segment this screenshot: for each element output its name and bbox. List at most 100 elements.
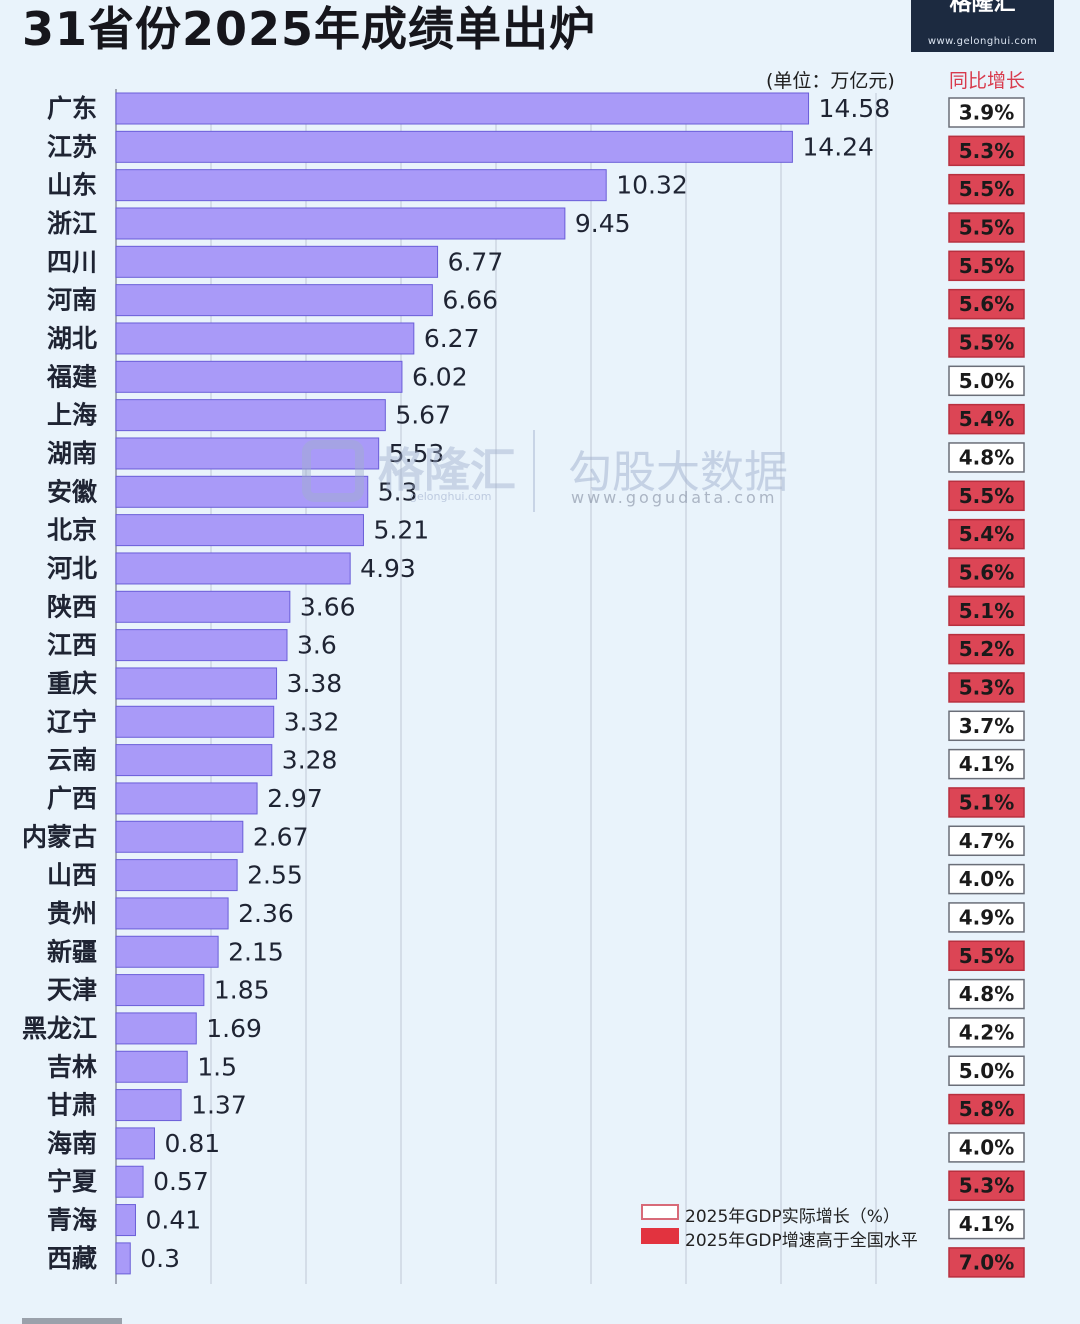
growth-badge bbox=[948, 595, 1025, 627]
bar bbox=[115, 590, 291, 623]
value-label: 3.38 bbox=[287, 669, 343, 698]
growth-label: 5.1% bbox=[959, 599, 1014, 623]
bar bbox=[115, 514, 364, 547]
value-label: 6.66 bbox=[442, 286, 498, 315]
growth-label: 5.4% bbox=[959, 407, 1014, 431]
value-label: 5.67 bbox=[395, 401, 451, 430]
category-label: 黑龙江 bbox=[22, 1014, 97, 1043]
value-label: 6.02 bbox=[412, 362, 468, 391]
growth-label: 5.1% bbox=[959, 790, 1014, 814]
growth-badge bbox=[948, 480, 1025, 512]
bar bbox=[115, 1050, 188, 1083]
legend-normal-swatch bbox=[641, 1204, 679, 1220]
value-label: 1.5 bbox=[197, 1052, 237, 1081]
value-label: 1.69 bbox=[206, 1014, 262, 1043]
growth-label: 5.5% bbox=[959, 484, 1014, 508]
growth-label: 4.8% bbox=[959, 445, 1014, 469]
logo-url: www.gelonghui.com bbox=[927, 36, 1038, 47]
value-label: 14.24 bbox=[802, 132, 874, 161]
category-label: 河北 bbox=[47, 554, 97, 583]
value-label: 5.3 bbox=[378, 477, 418, 506]
bar bbox=[115, 705, 275, 738]
growth-label: 4.0% bbox=[959, 1135, 1014, 1159]
value-label: 1.37 bbox=[191, 1091, 247, 1120]
bar bbox=[115, 629, 288, 662]
bar bbox=[115, 897, 229, 930]
watermark-gogu-url: www.gogudata.com bbox=[571, 488, 778, 507]
value-label: 4.93 bbox=[360, 554, 416, 583]
value-label: 0.41 bbox=[145, 1206, 201, 1235]
value-label: 5.53 bbox=[389, 439, 445, 468]
bar bbox=[115, 169, 607, 202]
growth-label: 4.2% bbox=[959, 1020, 1014, 1044]
category-label: 浙江 bbox=[47, 209, 97, 238]
category-label: 天津 bbox=[47, 976, 97, 1005]
category-label: 辽宁 bbox=[47, 707, 97, 736]
growth-label: 5.0% bbox=[959, 369, 1014, 393]
category-label: 陕西 bbox=[47, 592, 97, 621]
value-label: 2.67 bbox=[253, 822, 309, 851]
bar bbox=[115, 552, 351, 585]
growth-label: 5.6% bbox=[959, 292, 1014, 316]
chart-title: 31省份2025年成绩单出炉 bbox=[22, 2, 597, 56]
bar bbox=[115, 245, 439, 278]
value-label: 3.66 bbox=[300, 592, 356, 621]
legend-above-label: 2025年GDP增速高于全国水平 bbox=[685, 1231, 918, 1251]
value-label: 3.6 bbox=[297, 631, 337, 660]
value-label: 6.77 bbox=[448, 247, 504, 276]
category-label: 广西 bbox=[47, 784, 97, 813]
bar bbox=[115, 1012, 197, 1045]
value-label: 2.55 bbox=[247, 861, 303, 890]
category-label: 山东 bbox=[47, 171, 97, 200]
bar bbox=[115, 92, 810, 125]
value-label: 10.32 bbox=[616, 171, 688, 200]
bar bbox=[115, 399, 386, 432]
bar bbox=[115, 667, 278, 700]
bar bbox=[115, 744, 273, 777]
category-label: 四川 bbox=[47, 247, 97, 276]
growth-label: 4.8% bbox=[959, 982, 1014, 1006]
bar bbox=[115, 782, 258, 815]
growth-label: 4.1% bbox=[959, 1212, 1014, 1236]
growth-badge bbox=[948, 825, 1025, 857]
category-label: 湖南 bbox=[47, 439, 97, 468]
bottom-edge-fragment bbox=[22, 1318, 122, 1324]
legend-above-swatch bbox=[641, 1228, 679, 1244]
growth-label: 5.5% bbox=[959, 177, 1014, 201]
value-label: 3.28 bbox=[282, 746, 338, 775]
growth-badge bbox=[948, 518, 1025, 550]
growth-label: 3.7% bbox=[959, 714, 1014, 738]
category-label: 海南 bbox=[47, 1129, 97, 1158]
growth-badge bbox=[948, 288, 1025, 320]
category-label: 江苏 bbox=[47, 132, 97, 161]
growth-label: 5.5% bbox=[959, 944, 1014, 968]
growth-badge bbox=[948, 250, 1025, 282]
growth-label: 5.3% bbox=[959, 139, 1014, 163]
watermark-gelonghui-url: gelonghui.com bbox=[410, 490, 492, 503]
growth-column-header: 同比增长 bbox=[949, 70, 1026, 92]
growth-badge bbox=[948, 1208, 1025, 1240]
growth-badge bbox=[948, 748, 1025, 780]
growth-badge bbox=[948, 97, 1025, 128]
growth-badge bbox=[948, 633, 1025, 665]
bar bbox=[115, 1204, 136, 1237]
growth-label: 5.6% bbox=[959, 560, 1014, 584]
value-label: 0.3 bbox=[140, 1244, 180, 1273]
watermark-separator bbox=[533, 430, 535, 512]
growth-badge bbox=[948, 557, 1025, 588]
value-label: 2.15 bbox=[228, 937, 284, 966]
growth-label: 5.5% bbox=[959, 254, 1014, 278]
growth-badge bbox=[948, 135, 1025, 167]
bar bbox=[115, 360, 403, 393]
bar bbox=[115, 1165, 144, 1198]
growth-badge bbox=[948, 1055, 1025, 1086]
bar bbox=[115, 820, 244, 853]
category-label: 重庆 bbox=[47, 669, 97, 698]
value-label: 0.57 bbox=[153, 1167, 209, 1196]
bar bbox=[115, 1089, 182, 1122]
category-label: 江西 bbox=[47, 631, 97, 660]
bar bbox=[115, 935, 219, 968]
category-label: 内蒙古 bbox=[22, 822, 97, 851]
value-label: 2.36 bbox=[238, 899, 294, 928]
